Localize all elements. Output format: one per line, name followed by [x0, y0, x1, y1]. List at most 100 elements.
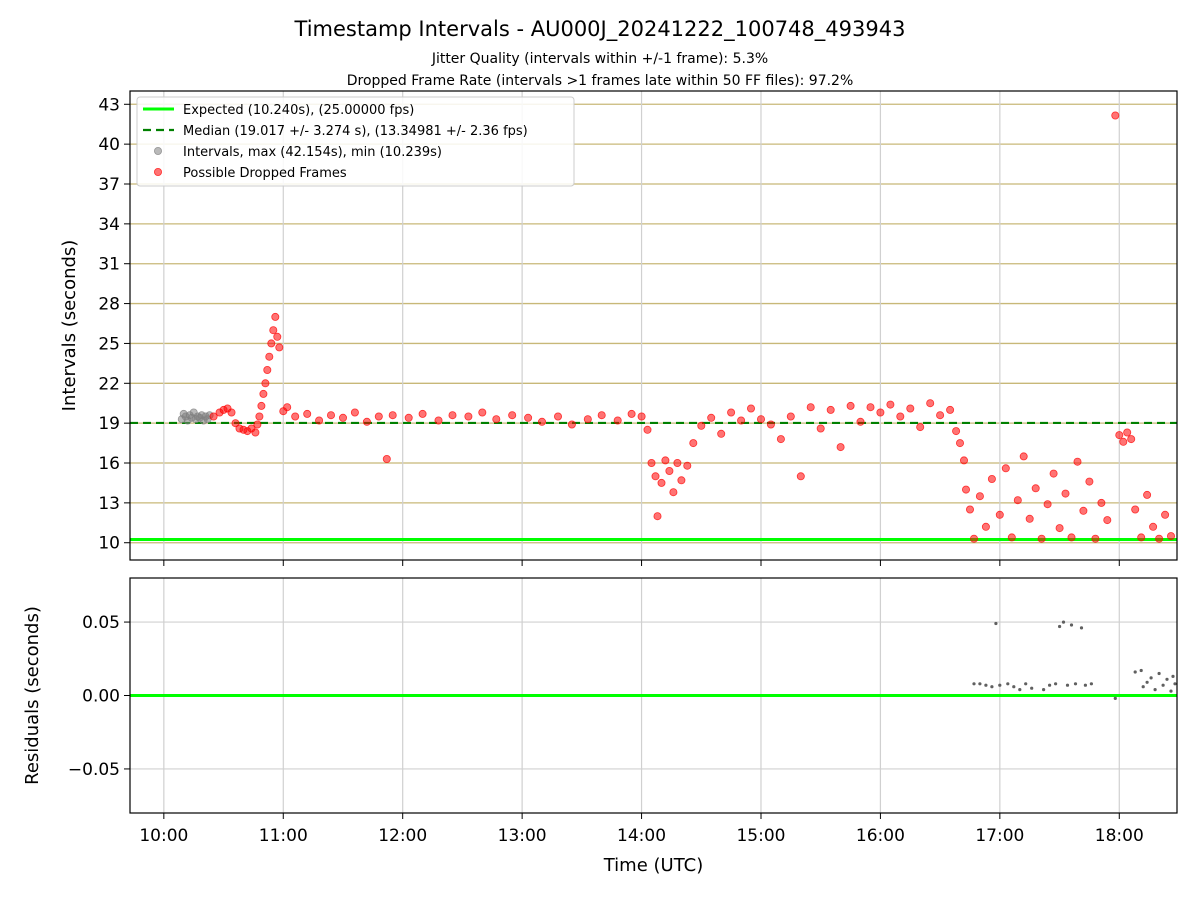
- dropped-frame-point: [816, 424, 825, 433]
- upper-y-tick-label: 22: [98, 374, 120, 394]
- residual-point: [1173, 682, 1177, 686]
- dropped-frame-point: [227, 408, 236, 417]
- dropped-frame-point: [627, 409, 636, 418]
- dropped-frame-point: [1049, 469, 1058, 478]
- residual-point: [1145, 680, 1149, 684]
- dropped-frame-point: [273, 332, 282, 341]
- dropped-frame-point: [1001, 464, 1010, 473]
- dropped-frame-point: [1043, 500, 1052, 509]
- residual-point: [1141, 685, 1145, 689]
- dropped-frame-point: [886, 400, 895, 409]
- residual-point: [1073, 682, 1078, 686]
- dropped-frame-point: [362, 417, 371, 426]
- dropped-frame-point: [1137, 533, 1146, 542]
- residual-point: [1042, 688, 1046, 692]
- residual-point: [1024, 682, 1028, 686]
- x-tick-label: 10:00: [139, 826, 188, 846]
- upper-panel: Expected (10.240s), (25.00000 fps) Median…: [124, 90, 1178, 566]
- dropped-frame-point: [567, 420, 576, 429]
- dropped-frame-point: [966, 505, 975, 514]
- residual-point: [1018, 688, 1022, 692]
- dropped-frame-point: [987, 474, 996, 483]
- dropped-frame-point: [583, 415, 592, 424]
- residual-point: [994, 621, 998, 626]
- residual-point: [1153, 688, 1157, 692]
- dropped-frame-point: [661, 456, 670, 465]
- residual-point: [1113, 696, 1117, 701]
- upper-y-tick-label: 34: [98, 215, 120, 235]
- residual-point: [1089, 682, 1093, 686]
- legend: Expected (10.240s), (25.00000 fps) Median…: [136, 96, 575, 187]
- x-tick-label: 18:00: [1095, 826, 1144, 846]
- dropped-frame-point: [283, 403, 292, 412]
- dropped-frame-point: [253, 420, 262, 429]
- dropped-frame-point: [261, 379, 270, 388]
- upper-y-tick-label: 28: [98, 295, 120, 315]
- residual-point: [1149, 676, 1153, 680]
- residual-point: [1006, 682, 1010, 686]
- dropped-frame-point: [1103, 516, 1112, 525]
- dropped-frame-point: [1097, 498, 1106, 507]
- dropped-frame-point: [796, 472, 805, 481]
- dropped-frame-point: [374, 412, 383, 421]
- dropped-frame-point: [1123, 428, 1132, 437]
- x-tick-label: 14:00: [617, 826, 666, 846]
- dropped-frame-point: [478, 408, 487, 417]
- residual-point: [978, 682, 982, 686]
- residual-series: [972, 620, 1177, 701]
- dropped-frame-point: [263, 365, 272, 374]
- dropped-frame-point: [434, 416, 443, 425]
- dropped-frame-point: [1111, 111, 1120, 120]
- dropped-frame-point: [669, 488, 678, 497]
- dropped-frame-point: [766, 420, 775, 429]
- dropped-frame-point: [757, 415, 766, 424]
- dropped-frame-point: [926, 399, 935, 408]
- dropped-frame-point: [673, 458, 682, 467]
- dropped-frame-point: [677, 476, 686, 485]
- residual-point: [1161, 683, 1165, 687]
- legend-entry-3: Possible Dropped Frames: [183, 166, 347, 181]
- series-0: [177, 408, 214, 425]
- dropped-frame-point: [952, 427, 961, 436]
- dropped-frame-point: [338, 413, 347, 422]
- dropped-frame-point: [856, 417, 865, 426]
- legend-marker-3: [153, 167, 162, 176]
- residual-point: [972, 682, 976, 686]
- series-1: [209, 111, 1176, 543]
- upper-y-tick-label: 37: [98, 175, 120, 195]
- dropped-frame-point: [404, 413, 413, 422]
- residual-point: [1157, 671, 1161, 676]
- residual-point: [1169, 689, 1173, 693]
- dropped-frame-point: [946, 405, 955, 414]
- upper-y-axis-label: Intervals (seconds): [59, 240, 80, 412]
- dropped-frame-point: [1091, 534, 1100, 543]
- dropped-frame-point: [836, 443, 845, 452]
- dropped-frame-point: [683, 461, 692, 470]
- dropped-frame-point: [597, 411, 606, 420]
- dropped-frame-point: [896, 412, 905, 421]
- dropped-frame-point: [970, 534, 979, 543]
- residual-point: [1165, 677, 1169, 681]
- dropped-frame-point: [806, 403, 815, 412]
- dropped-frame-point: [538, 417, 547, 426]
- dropped-frame-point: [382, 454, 391, 463]
- legend-entry-0: Expected (10.240s), (25.00000 fps): [183, 103, 414, 118]
- dropped-frame-point: [350, 408, 359, 417]
- lower-y-axis-label: Residuals (seconds): [22, 606, 43, 785]
- dropped-frame-point: [643, 425, 652, 434]
- upper-y-tick-label: 43: [98, 95, 120, 115]
- dropped-frame-point: [251, 428, 260, 437]
- dropped-frame-point: [1115, 431, 1124, 440]
- upper-plot-frame: [129, 90, 1178, 561]
- residual-point: [1069, 623, 1074, 627]
- dropped-frame-point: [653, 512, 662, 521]
- dropped-frame-point: [259, 389, 268, 398]
- dropped-frame-point: [637, 412, 646, 421]
- dropped-frame-point: [1167, 532, 1176, 541]
- x-tick-label: 16:00: [856, 826, 905, 846]
- dropped-frame-point: [448, 411, 457, 420]
- dropped-frame-point: [1061, 489, 1070, 498]
- dropped-frame-point: [647, 458, 656, 467]
- dropped-frame-point: [1055, 524, 1064, 533]
- residual-point: [990, 685, 994, 689]
